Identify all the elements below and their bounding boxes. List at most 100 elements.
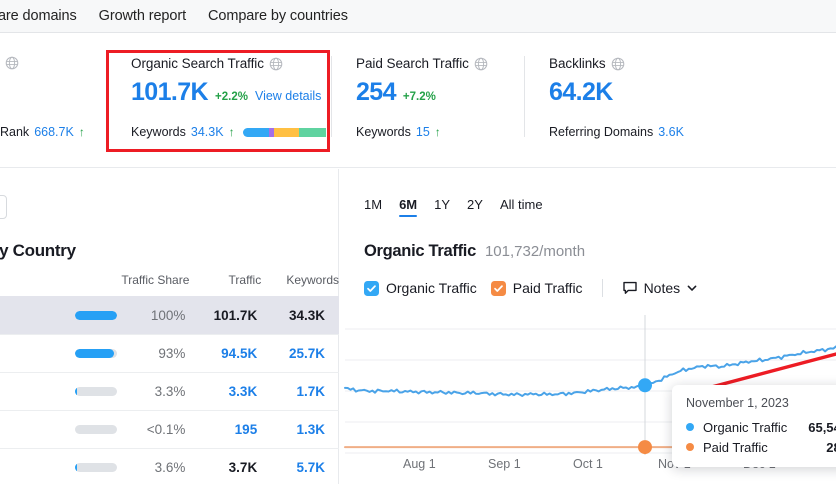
column-header-keywords[interactable]: Keywords [286,273,339,287]
metric-card-authority-score[interactable]: Rank 668.7K ↑ [0,34,106,167]
legend-label-organic-traffic: Organic Traffic [386,280,477,296]
table-row[interactable]: 100% 101.7K 34.3K [0,296,339,335]
metric-card-subline: Keywords 15 ↑ [356,125,441,139]
panel-title: by Country [0,241,76,260]
chart-subtitle: 101,732/month [484,243,586,260]
subline-label: Keywords [131,125,186,139]
tooltip-series-value: 280 [826,439,836,455]
tooltip-series-name: Paid Traffic [703,439,768,455]
range-tab-6m[interactable]: 6M [399,197,418,217]
tooltip-row-organic-traffic: Organic Traffic 65,544 [686,417,836,437]
tooltip-date: November 1, 2023 [686,396,789,410]
globe-icon [269,57,283,70]
metric-card-paid-search-traffic[interactable]: Paid Search Traffic 254 +7.2% Keywords 1… [332,34,524,167]
nav-tab-compare-by-countries[interactable]: Compare by countries [208,7,348,24]
subline-value[interactable]: 3.6K [658,125,684,139]
organic-highlight-marker[interactable] [638,378,652,393]
legend-label-paid-traffic: Paid Traffic [512,280,583,296]
column-header-traffic[interactable]: Traffic [228,273,262,287]
keyword-bar-segment-0 [242,127,270,137]
cell-traffic-share-percent: 100% [121,296,190,335]
metric-card-value-row: 101.7K +2.2% View details [131,78,331,107]
cell-traffic-share-bar [0,448,122,484]
date-range-selector: 1M 6M 1Y 2Y All time [364,197,543,217]
table-row[interactable]: 93% 94.5K 25.7K [0,334,339,373]
paid-highlight-marker[interactable] [638,440,652,455]
table-header-spacer [0,273,121,297]
view-details-link[interactable]: View details [254,89,322,103]
traffic-share-bar-fill [75,387,78,396]
chart-heading: Organic Traffic 101,732/month [364,242,585,261]
cell-traffic-share-bar [0,372,122,411]
cell-traffic[interactable]: 94.5K [189,334,262,373]
checkbox-paid-traffic[interactable] [490,280,506,296]
table-row[interactable]: 3.6% 3.7K 5.7K [0,448,339,484]
metric-card-value-row: 254 +7.2% [356,78,524,107]
table-row[interactable]: <0.1% 195 1.3K [0,410,339,449]
subline-value[interactable]: 34.3K [190,125,224,139]
x-axis-tick-label: Aug 1 [403,457,436,471]
column-header-traffic-share[interactable]: Traffic Share [121,273,190,287]
table-header-row: Traffic Share Traffic Keywords [0,273,339,297]
cell-traffic-share-bar [0,410,122,449]
traffic-share-bar-fill [75,349,115,358]
cell-keywords[interactable]: 5.7K [261,448,339,484]
chevron-down-icon [687,285,697,291]
cell-keywords[interactable]: 1.3K [261,410,339,449]
country-traffic-table: Traffic Share Traffic Keywords 100% 101.7… [0,273,339,484]
metric-card-subline: Keywords 34.3K ↑ [131,125,335,139]
range-tab-1y[interactable]: 1Y [434,197,451,212]
cell-traffic-share-percent: 3.6% [121,448,190,484]
legend-item-organic-traffic[interactable]: Organic Traffic [364,280,477,296]
range-tab-2y[interactable]: 2Y [467,197,483,212]
metric-cards-strip: Rank 668.7K ↑ Organic Search Traffic 101… [0,34,836,168]
checkbox-organic-traffic[interactable] [364,280,379,296]
table-row[interactable]: 3.3% 3.3K 1.7K [0,372,339,411]
legend-item-paid-traffic[interactable]: Paid Traffic [490,280,583,296]
metric-value[interactable]: 64.2K [549,78,613,106]
check-icon [493,284,503,292]
traffic-share-bar [75,349,118,358]
range-tab-1m[interactable]: 1M [364,197,383,212]
globe-icon [474,57,488,70]
chart-tooltip: November 1, 2023 Organic Traffic 65,544 … [672,385,836,467]
cell-keywords[interactable]: 1.7K [261,372,339,411]
cell-keywords[interactable]: 25.7K [261,334,339,373]
series-dot-organic-icon [686,423,694,431]
keyword-bar-segment-2 [273,127,299,137]
metric-card-title: Backlinks [549,56,775,71]
traffic-share-bar [75,311,118,320]
subline-label: Rank [0,125,30,139]
traffic-share-bar [75,425,118,434]
legend-divider [601,279,603,297]
cell-traffic[interactable]: 3.3K [189,372,262,411]
metric-card-title [0,56,106,70]
notes-label: Notes [643,280,681,296]
nav-tab-growth-report[interactable]: Growth report [98,7,187,24]
range-tab-all-time[interactable]: All time [499,197,543,212]
metric-card-backlinks[interactable]: Backlinks 64.2K Referring Domains 3.6K [525,34,775,167]
notes-dropdown[interactable]: Notes [622,280,699,296]
metric-card-organic-search-traffic[interactable]: Organic Search Traffic 101.7K +2.2% View… [107,34,331,167]
traffic-share-bar [75,463,118,473]
cell-keywords: 34.3K [261,296,339,335]
tooltip-series-value: 65,544 [808,419,836,435]
globe-icon [611,57,624,70]
filter-chip[interactable]: d [0,195,7,219]
metric-value[interactable]: 101.7K [131,78,209,106]
subline-value[interactable]: 15 [415,125,430,139]
metric-delta: +7.2% [402,91,436,103]
cell-traffic-share-percent: 3.3% [121,372,190,411]
cell-traffic[interactable]: 195 [189,410,262,449]
keyword-distribution-bar[interactable] [242,127,335,137]
cell-traffic: 101.7K [189,296,262,335]
subline-value[interactable]: 668.7K [34,125,74,139]
table-header: Traffic Share Traffic Keywords [0,273,339,297]
nav-tab-compare-domains[interactable]: pare domains [0,7,77,24]
tooltip-series-name: Organic Traffic [703,419,788,435]
card-divider [524,56,525,137]
tooltip-row-paid-traffic: Paid Traffic 280 [686,437,836,457]
traffic-share-bar [75,387,118,396]
metric-value[interactable]: 254 [356,78,397,106]
